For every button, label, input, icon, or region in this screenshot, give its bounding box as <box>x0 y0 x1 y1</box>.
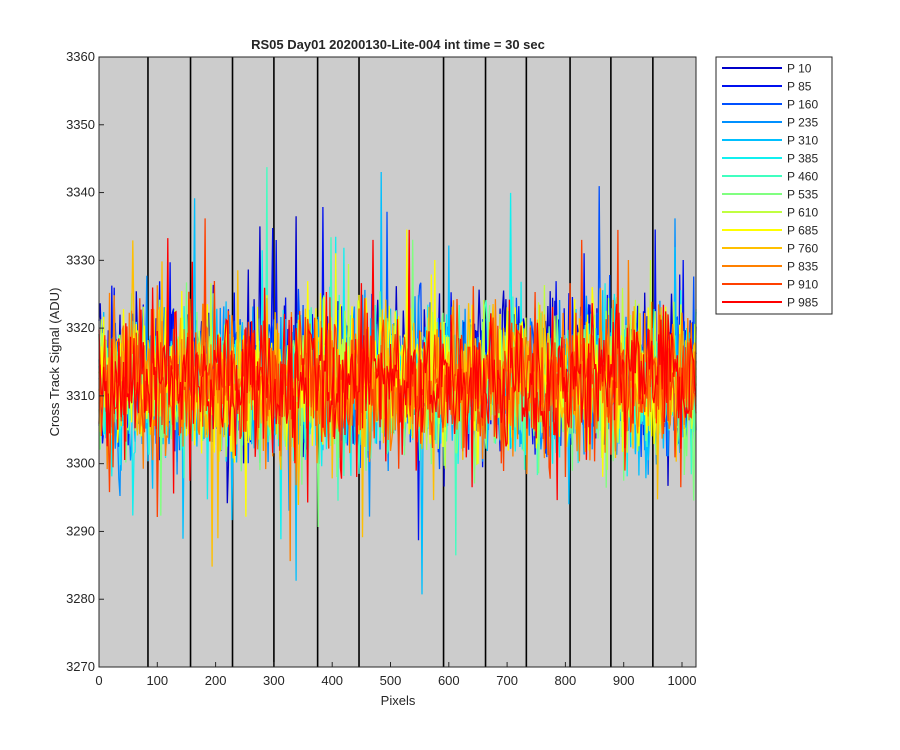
legend-label: P 385 <box>787 152 818 166</box>
y-tick-label: 3330 <box>66 252 95 267</box>
x-tick-label: 1000 <box>668 673 697 688</box>
x-tick-label: 100 <box>146 673 168 688</box>
x-axis-label: Pixels <box>381 693 416 708</box>
legend-label: P 10 <box>787 62 812 76</box>
legend: P 10 P 85 P 160 P 235 P 310 P 385 P 460 P 535 P … <box>715 56 833 315</box>
x-tick-label: 400 <box>321 673 343 688</box>
x-tick-label: 900 <box>613 673 635 688</box>
x-tick-label: 700 <box>496 673 518 688</box>
legend-label: P 760 <box>787 242 818 256</box>
y-tick-label: 3340 <box>66 185 95 200</box>
y-tick-label: 3280 <box>66 591 95 606</box>
series-line-p985 <box>98 229 697 503</box>
legend-label: P 910 <box>787 278 818 292</box>
legend-label: P 85 <box>787 80 812 94</box>
y-tick-label: 3300 <box>66 456 95 471</box>
y-tick-label: 3270 <box>66 659 95 674</box>
y-axis-label: Cross Track Signal (ADU) <box>47 288 62 437</box>
legend-label: P 460 <box>787 170 818 184</box>
legend-label: P 835 <box>787 260 818 274</box>
x-tick-label: 800 <box>555 673 577 688</box>
legend-items: P 10 P 85 P 160 P 235 P 310 P 385 P 460 P 535 P … <box>722 62 818 310</box>
x-tick-label: 600 <box>438 673 460 688</box>
x-tick-label: 0 <box>95 673 102 688</box>
x-tick-label: 200 <box>205 673 227 688</box>
legend-box <box>715 56 833 315</box>
legend-label: P 610 <box>787 206 818 220</box>
x-axis: 0 100 200 300 400 500 600 700 800 900 1000 <box>95 662 696 688</box>
legend-label: P 535 <box>787 188 818 202</box>
series-lines <box>98 167 697 595</box>
plot-frame <box>98 56 697 668</box>
chart-title: RS05 Day01 20200130-Lite-004 int time = … <box>251 37 545 52</box>
x-tick-label: 300 <box>263 673 285 688</box>
y-tick-label: 3360 <box>66 49 95 64</box>
legend-label: P 310 <box>787 134 818 148</box>
x-tick-label: 500 <box>380 673 402 688</box>
y-tick-label: 3320 <box>66 320 95 335</box>
legend-label: P 685 <box>787 224 818 238</box>
legend-label: P 985 <box>787 296 818 310</box>
legend-label: P 235 <box>787 116 818 130</box>
legend-label: P 160 <box>787 98 818 112</box>
y-tick-label: 3290 <box>66 523 95 538</box>
y-axis: 3270 3280 3290 3300 3310 3320 3330 3340 3350 3360 <box>66 49 104 674</box>
y-tick-label: 3350 <box>66 117 95 132</box>
y-tick-label: 3310 <box>66 388 95 403</box>
